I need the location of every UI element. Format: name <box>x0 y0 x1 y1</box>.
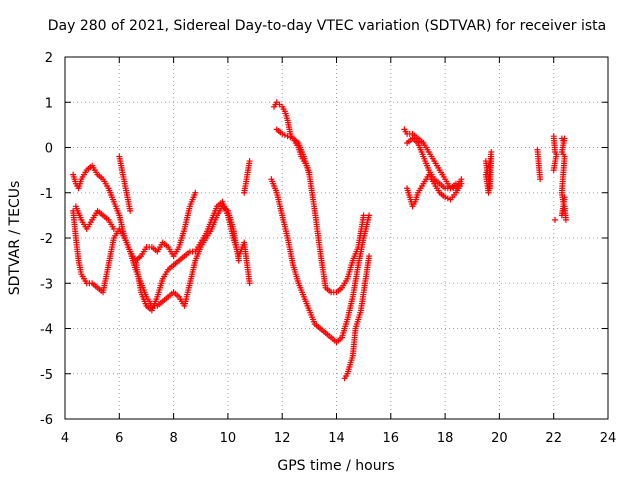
data-point-marker <box>444 195 451 202</box>
x-axis-label: GPS time / hours <box>277 458 394 474</box>
x-tick-label: 14 <box>328 431 345 446</box>
x-tick-label: 8 <box>169 431 177 446</box>
x-tick-label: 22 <box>545 431 562 446</box>
y-tick-label: -6 <box>40 413 53 428</box>
data-point-marker <box>110 225 117 232</box>
chart-title: Day 280 of 2021, Sidereal Day-to-day VTE… <box>48 18 606 34</box>
data-point-marker <box>246 158 253 165</box>
data-point-marker <box>452 180 459 187</box>
data-markers <box>70 99 569 382</box>
y-tick-label: -5 <box>40 368 53 383</box>
data-point-marker <box>537 176 544 183</box>
data-point-marker <box>287 134 294 141</box>
data-point-marker <box>279 130 286 137</box>
data-point-marker <box>246 280 253 287</box>
data-point-marker <box>550 167 557 174</box>
data-point-marker <box>562 216 569 223</box>
x-tick-label: 20 <box>491 431 508 446</box>
data-point-marker <box>552 216 559 223</box>
data-point-marker <box>192 189 199 196</box>
data-point-marker <box>281 132 288 139</box>
data-point-marker <box>360 212 367 219</box>
y-tick-label: -2 <box>40 232 53 247</box>
y-tick-label: 1 <box>45 96 53 111</box>
data-point-marker <box>458 176 465 183</box>
y-tick-label: -3 <box>40 277 53 292</box>
y-tick-label: -4 <box>40 323 53 338</box>
data-point-marker <box>284 133 291 140</box>
data-point-marker <box>488 149 495 156</box>
x-tick-label: 10 <box>220 431 237 446</box>
data-point-marker <box>366 212 373 219</box>
x-tick-label: 6 <box>115 431 123 446</box>
x-tick-label: 18 <box>437 431 454 446</box>
data-point-marker <box>366 253 373 260</box>
x-tick-label: 16 <box>383 431 400 446</box>
x-tick-label: 4 <box>61 431 69 446</box>
x-tick-label: 24 <box>600 431 617 446</box>
y-tick-label: -1 <box>40 187 53 202</box>
data-point-marker <box>127 207 134 214</box>
plot-frame <box>64 56 609 420</box>
y-tick-label: 2 <box>45 51 53 66</box>
grid-lines <box>65 57 608 419</box>
y-tick-label: 0 <box>45 142 53 157</box>
y-axis-label: SDTVAR / TECUs <box>7 181 23 296</box>
x-tick-label: 12 <box>274 431 291 446</box>
data-point-marker <box>442 194 449 201</box>
